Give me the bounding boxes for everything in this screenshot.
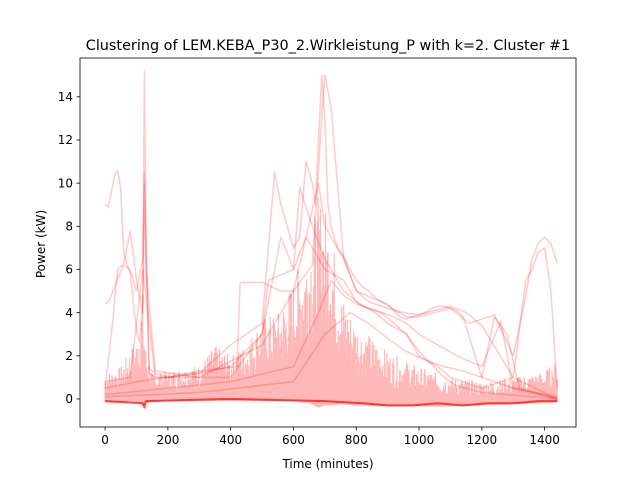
series-line-4 [104,236,558,390]
x-tick-label: 1000 [404,433,435,447]
x-tick-label: 0 [101,433,109,447]
y-axis: 0 2 4 6 8 10 12 14 [58,90,80,406]
series-line-7 [105,311,558,400]
series-line-8 [105,397,558,409]
x-tick-label: 1200 [467,433,498,447]
y-tick-label: 2 [65,349,73,363]
plot-frame [79,57,577,428]
y-tick-label: 0 [65,392,73,406]
y-tick-label: 14 [58,90,73,104]
series-line-5 [104,186,558,400]
y-tick-label: 4 [65,306,73,320]
y-tick-label: 6 [65,263,73,277]
y-axis-label: Power (kW) [34,210,48,278]
x-tick-label: 600 [282,433,305,447]
y-tick-label: 10 [58,176,73,190]
plot-data [104,70,558,409]
series-line-6 [105,279,558,398]
y-tick-label: 8 [65,220,73,234]
series-line-2 [104,74,558,400]
series-line-3 [104,171,558,389]
series-line-1 [104,70,558,400]
x-tick-label: 200 [156,433,179,447]
chart-title: Clustering of LEM.KEBA_P30_2.Wirkleistun… [86,38,570,54]
x-tick-label: 400 [219,433,242,447]
x-tick-label: 1400 [529,433,560,447]
x-tick-label: 800 [345,433,368,447]
series-band [104,197,558,408]
x-axis-label: Time (minutes) [281,457,373,471]
y-tick-label: 12 [58,133,73,147]
x-axis: 0 200 400 600 800 1000 1200 1400 [101,427,560,447]
